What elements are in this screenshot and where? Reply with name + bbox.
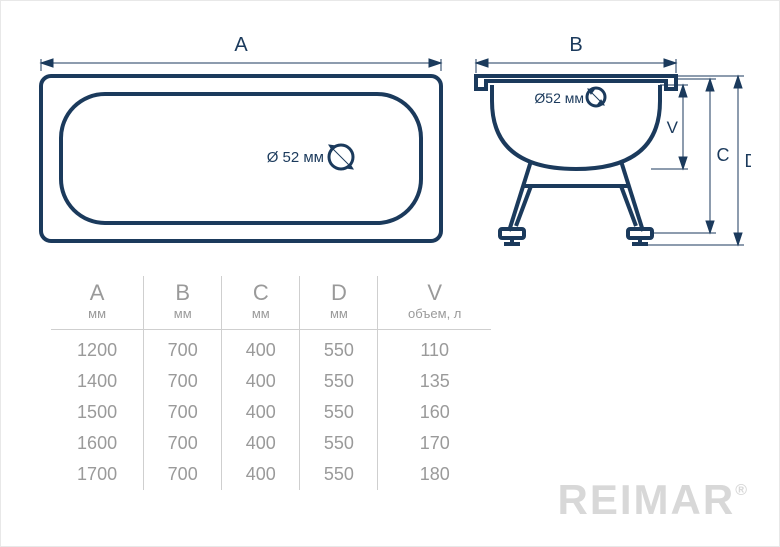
- col-header-letter: B: [175, 280, 190, 305]
- table-row: 1400700400550135: [51, 366, 491, 397]
- table-cell: 400: [222, 330, 300, 367]
- dim-letter-A: A: [234, 34, 248, 56]
- col-header-unit: мм: [154, 306, 211, 327]
- col-header-unit: мм: [310, 306, 367, 327]
- dimension-table: AммBммCммDммVобъем, л 120070040055011014…: [51, 276, 491, 490]
- dimension-A: A: [41, 34, 441, 71]
- table-head: AммBммCммDммVобъем, л: [51, 276, 491, 330]
- brand-name: REIMAR: [558, 476, 736, 523]
- table-cell: 550: [300, 397, 378, 428]
- table-col-header: Bмм: [144, 276, 222, 330]
- col-header-letter: C: [253, 280, 269, 305]
- table-cell: 700: [144, 366, 222, 397]
- table-cell: 1500: [51, 397, 144, 428]
- col-header-unit: объем, л: [388, 306, 481, 327]
- table-body: 1200700400550110140070040055013515007004…: [51, 330, 491, 491]
- table-cell: 1200: [51, 330, 144, 367]
- dimension-B: B: [476, 34, 676, 73]
- table-cell: 160: [378, 397, 491, 428]
- table-row: 1500700400550160: [51, 397, 491, 428]
- table-cell: 400: [222, 397, 300, 428]
- side-view: B Ø52 мм: [476, 34, 751, 245]
- table-col-header: Dмм: [300, 276, 378, 330]
- top-view: A Ø 52 мм: [41, 34, 441, 241]
- table-cell: 700: [144, 397, 222, 428]
- tub-legs: [500, 161, 652, 244]
- table-row: 1700700400550180: [51, 459, 491, 490]
- dim-letter-V: V: [667, 118, 679, 137]
- table-row: 1200700400550110: [51, 330, 491, 367]
- diagram-area: A Ø 52 мм B: [31, 21, 751, 251]
- col-header-letter: A: [90, 280, 105, 305]
- table-cell: 550: [300, 330, 378, 367]
- table-col-header: Vобъем, л: [378, 276, 491, 330]
- dimension-C: C: [652, 79, 730, 233]
- table-cell: 400: [222, 366, 300, 397]
- col-header-letter: V: [427, 280, 442, 305]
- table: AммBммCммDммVобъем, л 120070040055011014…: [51, 276, 491, 490]
- table-cell: 135: [378, 366, 491, 397]
- brand-logo: REIMAR®: [558, 476, 749, 524]
- table-cell: 180: [378, 459, 491, 490]
- table-cell: 400: [222, 459, 300, 490]
- technical-drawing: A Ø 52 мм B: [31, 21, 751, 251]
- table-cell: 110: [378, 330, 491, 367]
- table-cell: 700: [144, 428, 222, 459]
- table-cell: 700: [144, 330, 222, 367]
- table-col-header: Aмм: [51, 276, 144, 330]
- table-cell: 700: [144, 459, 222, 490]
- table-cell: 1600: [51, 428, 144, 459]
- dim-letter-B: B: [569, 34, 582, 56]
- table-cell: 1400: [51, 366, 144, 397]
- table-col-header: Cмм: [222, 276, 300, 330]
- col-header-unit: мм: [232, 306, 289, 327]
- table-cell: 550: [300, 366, 378, 397]
- brand-mark: ®: [735, 482, 749, 499]
- tub-basin: [61, 94, 421, 223]
- tub-outer-rim: [41, 76, 441, 241]
- drain-label-top: Ø 52 мм: [267, 149, 324, 166]
- col-header-unit: мм: [61, 306, 133, 327]
- dim-letter-C: C: [717, 145, 730, 165]
- table-cell: 550: [300, 459, 378, 490]
- table-cell: 1700: [51, 459, 144, 490]
- table-cell: 550: [300, 428, 378, 459]
- col-header-letter: D: [331, 280, 347, 305]
- table-row: 1600700400550170: [51, 428, 491, 459]
- dim-letter-D: D: [745, 151, 752, 171]
- drain-label-side: Ø52 мм: [534, 90, 584, 106]
- table-cell: 400: [222, 428, 300, 459]
- table-cell: 170: [378, 428, 491, 459]
- dimension-D: D: [648, 76, 751, 245]
